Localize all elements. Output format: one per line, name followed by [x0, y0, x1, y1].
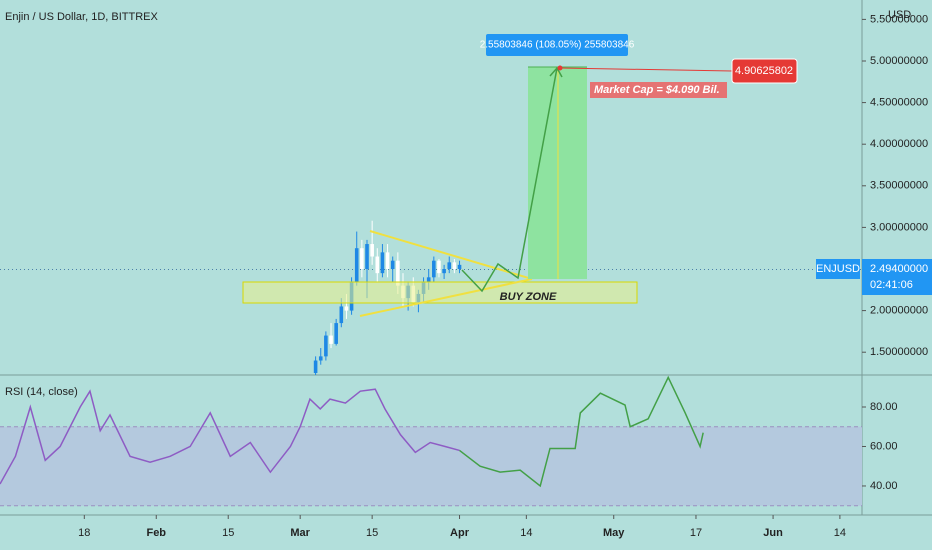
candle-body	[365, 244, 369, 269]
marks: 1.500000002.000000002.500000003.00000000…	[0, 13, 928, 539]
candle-body	[380, 252, 385, 274]
buy-zone-label: BUY ZONE	[500, 291, 557, 303]
symbol: ENJUSD	[816, 263, 860, 275]
candle-body	[452, 262, 457, 269]
target-point	[557, 65, 563, 71]
candle-body	[318, 356, 323, 361]
candle-body	[313, 360, 318, 374]
last-price: 2.49400000	[870, 263, 928, 275]
buy-zone	[242, 281, 638, 304]
y-tick-label: 5.50000000	[870, 13, 928, 25]
target-label-box	[486, 34, 628, 56]
market-cap-box	[590, 82, 727, 98]
candle-body	[360, 248, 364, 269]
y-unit: USD	[888, 9, 911, 21]
candle-body	[354, 248, 359, 282]
candle-body	[339, 306, 344, 324]
projection-arrow	[549, 66, 563, 78]
y-tick-label: 4.50000000	[870, 96, 928, 108]
countdown: 02:41:06	[870, 279, 913, 291]
x-tick-label: Mar	[290, 527, 310, 539]
target-price-box	[731, 58, 798, 84]
candle-body	[442, 268, 446, 274]
rsi-band	[0, 426, 862, 506]
y-tick-label: 2.00000000	[870, 305, 928, 317]
candle-body	[432, 260, 436, 278]
target-line	[559, 67, 733, 72]
x-tick-label: Jun	[763, 527, 783, 539]
candle-body	[390, 260, 395, 269]
y-tick-label: 40.00	[870, 480, 898, 492]
x-tick-label: 14	[520, 527, 532, 539]
rsi-line	[0, 388, 460, 485]
candle-body	[385, 252, 390, 269]
y-tick-label: 80.00	[870, 401, 898, 413]
symbol-box	[816, 259, 860, 279]
chart-title: Enjin / US Dollar, 1D, BITTREX	[5, 11, 158, 23]
y-tick-label: 3.50000000	[870, 180, 928, 192]
projection-path	[461, 67, 558, 293]
candle-body	[370, 244, 374, 257]
candle-body	[344, 306, 349, 311]
x-tick-label: 17	[690, 527, 702, 539]
candle-body	[437, 260, 441, 274]
market-cap: Market Cap = $4.090 Bil.	[594, 84, 720, 96]
target-price: 4.90625802	[735, 65, 793, 77]
candle-body	[457, 264, 462, 269]
rsi-title: RSI (14, close)	[5, 386, 78, 398]
y-tick-label: 1.50000000	[870, 346, 928, 358]
x-tick-label: May	[603, 527, 625, 539]
candle-body	[375, 256, 380, 274]
candle-body	[426, 277, 431, 282]
y-tick-label: 4.00000000	[870, 138, 928, 150]
target-label: 2.55803846 (108.05%) 255803846	[480, 40, 635, 51]
candle-body	[329, 335, 333, 344]
triangle-lower	[359, 278, 533, 317]
x-tick-label: Feb	[146, 527, 166, 539]
x-tick-label: 15	[222, 527, 234, 539]
candle-body	[324, 335, 328, 357]
price-box	[862, 259, 932, 295]
x-tick-label: 14	[834, 527, 846, 539]
y-tick-label: 5.00000000	[870, 55, 928, 67]
y-tick-label: 3.00000000	[870, 221, 928, 233]
candle-body	[447, 262, 452, 269]
x-tick-label: 15	[366, 527, 378, 539]
y-tick-label: 60.00	[870, 440, 898, 452]
rsi-line	[459, 375, 704, 488]
x-tick-label: 18	[78, 527, 90, 539]
x-tick-label: Apr	[450, 527, 470, 539]
candle-body	[396, 260, 400, 286]
candle-body	[334, 323, 338, 344]
triangle-upper	[369, 230, 533, 280]
